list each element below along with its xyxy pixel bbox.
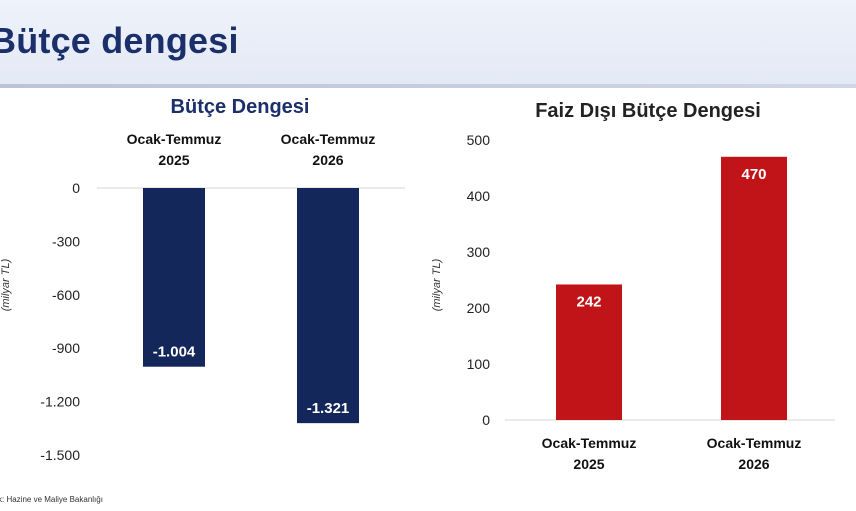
bar-value-label: -1.321 xyxy=(307,400,350,417)
bar xyxy=(143,188,205,367)
category-label: 2026 xyxy=(312,152,343,168)
page-title: Bütçe dengesi xyxy=(0,20,239,61)
y-tick-label: 400 xyxy=(467,188,491,204)
source-note: k: Hazine ve Maliye Bakanlığı xyxy=(0,495,103,504)
category-label: 2026 xyxy=(738,456,769,472)
y-tick-label: 0 xyxy=(72,180,80,196)
y-tick-label: 0 xyxy=(482,412,490,428)
header-band xyxy=(0,0,856,86)
bar-value-label: -1.004 xyxy=(153,344,196,361)
y-tick-label: -900 xyxy=(52,340,80,356)
y-tick-label: -600 xyxy=(52,287,80,303)
bar-value-label: 242 xyxy=(576,293,601,310)
category-label: Ocak-Temmuz xyxy=(127,131,222,147)
y-tick-label: 200 xyxy=(467,300,491,316)
y-tick-label: -300 xyxy=(52,233,80,249)
y-axis-label: (milyar TL) xyxy=(431,258,443,311)
category-label: Ocak-Temmuz xyxy=(707,435,802,451)
bar xyxy=(297,188,359,424)
category-label: Ocak-Temmuz xyxy=(281,131,376,147)
y-tick-label: 100 xyxy=(467,356,491,372)
bar xyxy=(556,284,622,420)
y-axis-label: (milyar TL) xyxy=(0,258,12,311)
chart-budget-balance: Bütçe Dengesi (milyar TL) 0 -300 -600 -900 -… xyxy=(0,96,405,463)
bar-value-label: 470 xyxy=(741,166,766,183)
y-tick-label: 500 xyxy=(467,132,491,148)
y-tick-label: -1.200 xyxy=(40,394,80,410)
header-divider xyxy=(0,84,856,88)
chart-title: Bütçe Dengesi xyxy=(171,96,310,118)
y-tick-label: -1.500 xyxy=(40,447,80,463)
y-tick-label: 300 xyxy=(467,244,491,260)
chart-title: Faiz Dışı Bütçe Dengesi xyxy=(535,100,761,122)
category-label: 2025 xyxy=(573,456,604,472)
category-label: Ocak-Temmuz xyxy=(542,435,637,451)
category-label: 2025 xyxy=(158,152,189,168)
bar xyxy=(721,156,787,421)
